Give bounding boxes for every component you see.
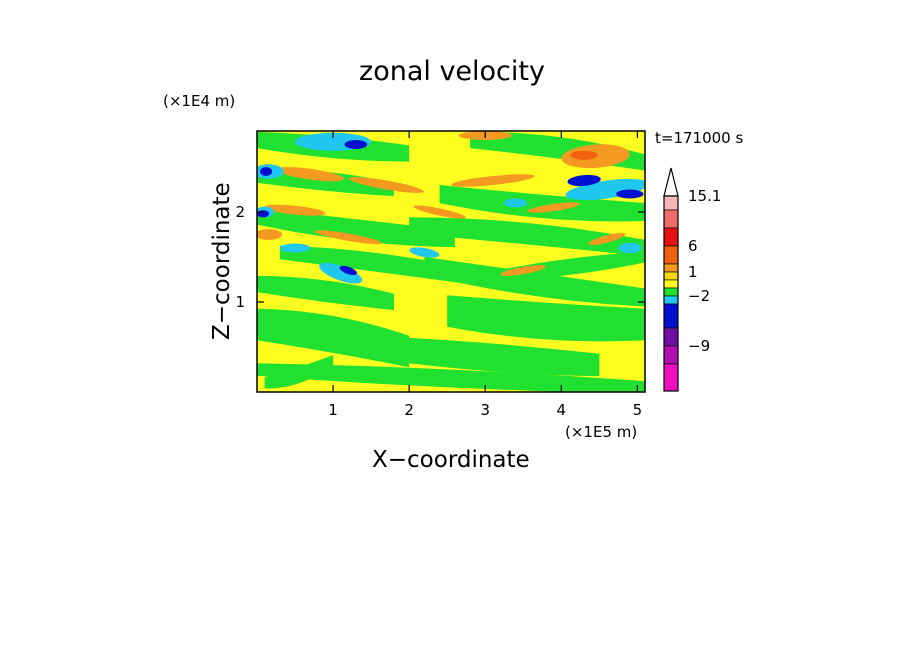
plot-frame [256, 130, 646, 393]
colorbar-segment [663, 363, 679, 392]
colorbar-segment [663, 245, 679, 265]
field-patch-blue [257, 210, 270, 218]
field-patch-orange [588, 232, 626, 246]
field-band-green [257, 275, 394, 311]
field-band-green [257, 208, 455, 248]
field-patch-blue [260, 167, 273, 176]
field-patch-orange [276, 167, 345, 182]
colorbar-label: −9 [688, 337, 710, 355]
colorbar-segment [663, 209, 679, 229]
field-patch-blue [567, 174, 601, 187]
colorbar-segment [663, 295, 679, 305]
x-tick-label: 4 [557, 401, 567, 419]
colorbar-segment [663, 263, 679, 273]
colorbar-extend-arrow [663, 167, 679, 197]
field-patch-orange [451, 174, 535, 187]
field-band-green [424, 257, 645, 307]
field-patch-orange [257, 229, 283, 240]
field-patch-cyan [565, 178, 645, 201]
colorbar-label: −2 [688, 287, 710, 305]
field-patch-orange [500, 265, 546, 276]
field-patch-red [570, 150, 598, 160]
colorbar-segment [663, 195, 679, 211]
field-band-green [439, 185, 645, 222]
y-tick-label: 2 [235, 203, 245, 221]
colorbar-segment [663, 227, 679, 247]
colorbar-label: 6 [688, 237, 698, 255]
y-axis-unit: (×1E4 m) [163, 92, 236, 110]
y-axis: 12 [235, 203, 645, 311]
x-axis: 1 2 3 4 5 [328, 131, 642, 419]
field-band-green [257, 363, 645, 392]
y-tick-label: 1 [235, 293, 245, 311]
field-band-green [371, 335, 600, 377]
colorbar-segment [663, 303, 679, 329]
field-band-green [447, 295, 645, 342]
field-patch-cyan [279, 243, 311, 253]
colorbar-segment [663, 345, 679, 365]
colorbar-segment [663, 327, 679, 347]
field-patch-orange [264, 204, 326, 216]
colorbar-segment [663, 287, 679, 297]
field-patch-orange [413, 205, 466, 219]
x-axis-label: X−coordinate [372, 447, 530, 473]
field-patch-cyan [409, 247, 440, 258]
colorbar: 15.1 6 1 −2 −9 [663, 167, 721, 392]
field-patch-orange [314, 230, 383, 245]
x-tick-label: 2 [404, 401, 414, 419]
field-band-green [264, 355, 334, 389]
x-axis-unit: (×1E5 m) [565, 423, 638, 441]
velocity-field [257, 131, 645, 392]
colorbar-frame [663, 195, 679, 392]
field-patch-cyan [504, 198, 528, 208]
field-patch-blue [339, 265, 357, 276]
field-patch-cyan [618, 242, 642, 254]
time-label: t=171000 s [655, 129, 744, 147]
field-patch-blue [344, 140, 368, 149]
colorbar-segment [663, 279, 679, 289]
colorbar-label: 15.1 [688, 187, 721, 205]
field-patch-blue [616, 189, 644, 199]
x-tick-label: 1 [328, 401, 338, 419]
x-tick-label: 3 [480, 401, 490, 419]
colorbar-label: 1 [688, 263, 698, 281]
x-tick-label: 5 [633, 401, 643, 419]
chart-title: zonal velocity [359, 56, 545, 87]
field-patch-cyan [319, 262, 363, 284]
field-band-green [500, 251, 645, 281]
field-patch-orange [527, 202, 581, 213]
field-band-green [409, 217, 645, 257]
field-patch-orange [348, 177, 424, 193]
colorbar-segment [663, 271, 679, 281]
